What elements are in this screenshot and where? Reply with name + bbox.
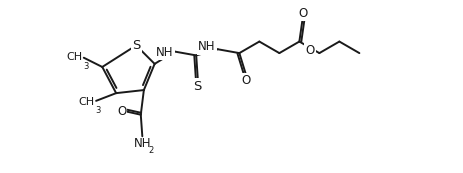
Text: O: O — [117, 105, 126, 118]
Text: S: S — [131, 39, 140, 52]
Text: O: O — [305, 44, 314, 57]
Text: 3: 3 — [95, 106, 100, 115]
Text: O: O — [241, 74, 250, 86]
Text: CH: CH — [66, 52, 82, 62]
Text: 2: 2 — [148, 146, 153, 155]
Text: O: O — [298, 7, 307, 20]
Text: NH: NH — [156, 46, 173, 59]
Text: CH: CH — [78, 97, 94, 107]
Text: 3: 3 — [83, 62, 88, 71]
Text: S: S — [193, 80, 201, 93]
Text: NH: NH — [198, 40, 215, 53]
Text: NH: NH — [133, 137, 151, 150]
